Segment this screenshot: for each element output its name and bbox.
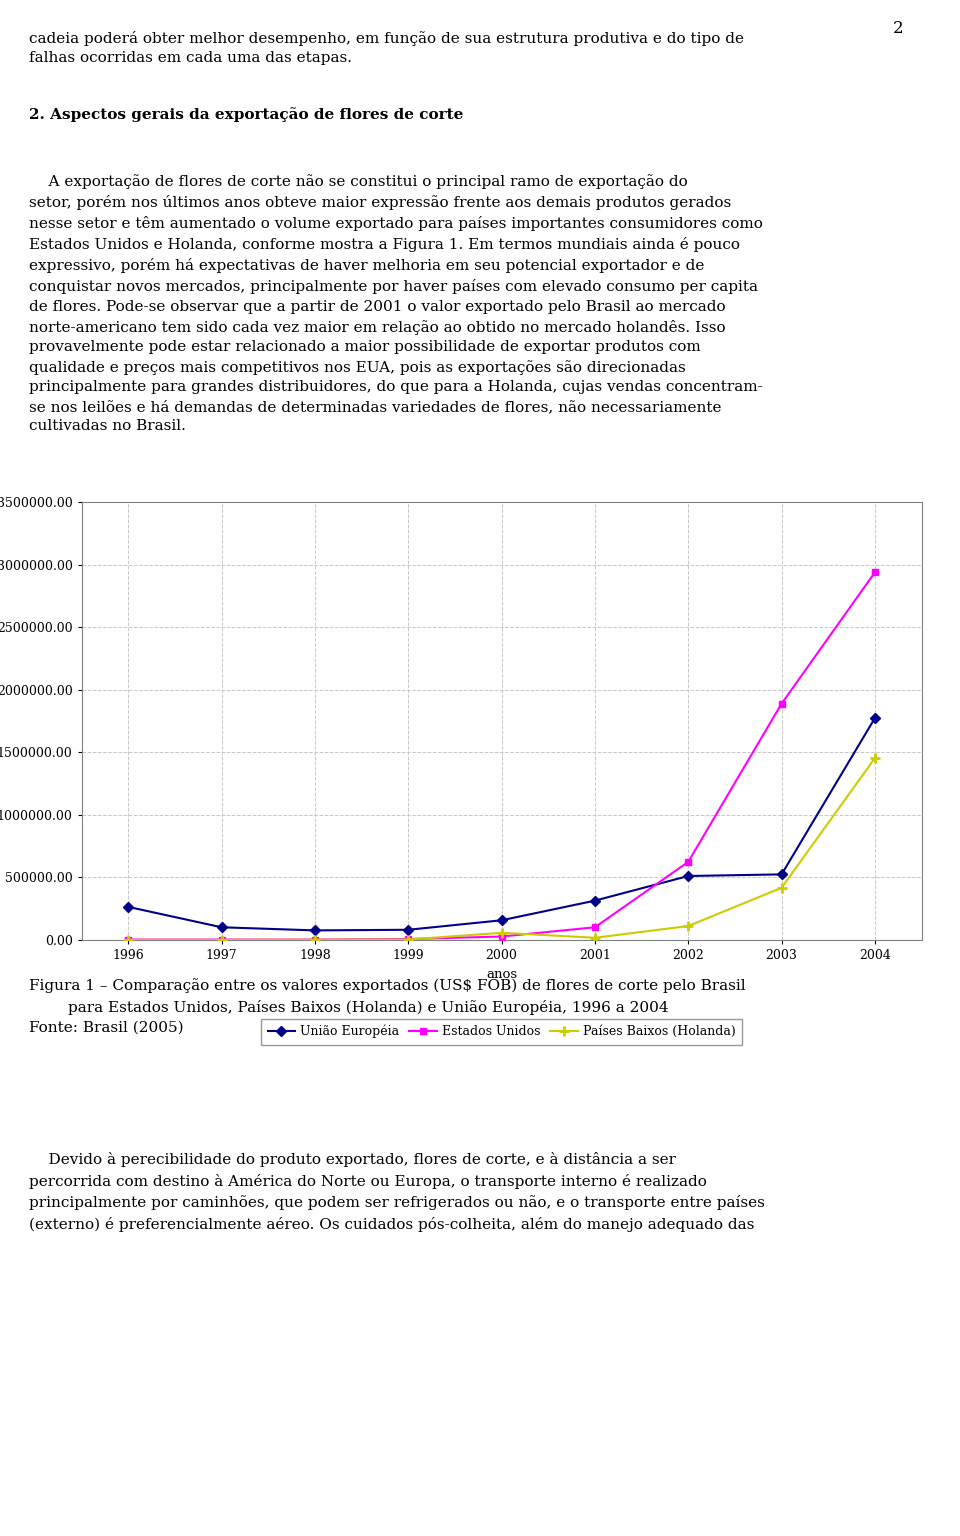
União Européia	[309, 922, 321, 940]
Line: Países Baixos (Holanda): Países Baixos (Holanda)	[124, 753, 879, 945]
União Européia	[683, 866, 694, 885]
Line: Estados Unidos: Estados Unidos	[125, 568, 878, 943]
Estados Unidos	[216, 931, 228, 949]
Países Baixos (Holanda)	[309, 931, 321, 949]
Text: 2. Aspectos gerais da exportação de flores de corte: 2. Aspectos gerais da exportação de flor…	[29, 108, 463, 123]
Estados Unidos	[309, 931, 321, 949]
Países Baixos (Holanda)	[589, 929, 601, 948]
Text: A exportação de flores de corte não se constitui o principal ramo de exportação : A exportação de flores de corte não se c…	[29, 154, 762, 433]
Estados Unidos	[402, 929, 414, 948]
Text: Figura 1 – Comparação entre os valores exportados (US$ FOB) de flores de corte p: Figura 1 – Comparação entre os valores e…	[29, 978, 745, 1035]
União Européia	[589, 891, 601, 909]
Países Baixos (Holanda)	[402, 931, 414, 949]
Países Baixos (Holanda)	[869, 750, 880, 768]
Países Baixos (Holanda)	[683, 917, 694, 935]
Estados Unidos	[589, 919, 601, 937]
Estados Unidos	[123, 931, 134, 949]
Text: 2: 2	[893, 20, 903, 37]
União Européia	[496, 911, 508, 929]
União Européia	[402, 920, 414, 938]
União Européia	[216, 919, 228, 937]
X-axis label: anos: anos	[486, 968, 517, 980]
União Européia	[869, 708, 880, 727]
Estados Unidos	[869, 564, 880, 582]
Legend: União Européia, Estados Unidos, Países Baixos (Holanda): União Européia, Estados Unidos, Países B…	[261, 1018, 742, 1044]
União Européia	[123, 897, 134, 915]
Text: cadeia poderá obter melhor desempenho, em função de sua estrutura produtiva e do: cadeia poderá obter melhor desempenho, e…	[29, 31, 744, 84]
Text: Devido à perecibilidade do produto exportado, flores de corte, e à distância a s: Devido à perecibilidade do produto expor…	[29, 1152, 765, 1232]
Estados Unidos	[496, 928, 508, 946]
Line: União Européia: União Européia	[125, 714, 878, 934]
Países Baixos (Holanda)	[216, 931, 228, 949]
União Européia	[776, 865, 787, 883]
Países Baixos (Holanda)	[123, 931, 134, 949]
Estados Unidos	[683, 852, 694, 871]
Estados Unidos	[776, 694, 787, 713]
Países Baixos (Holanda)	[776, 879, 787, 897]
Países Baixos (Holanda)	[496, 923, 508, 942]
